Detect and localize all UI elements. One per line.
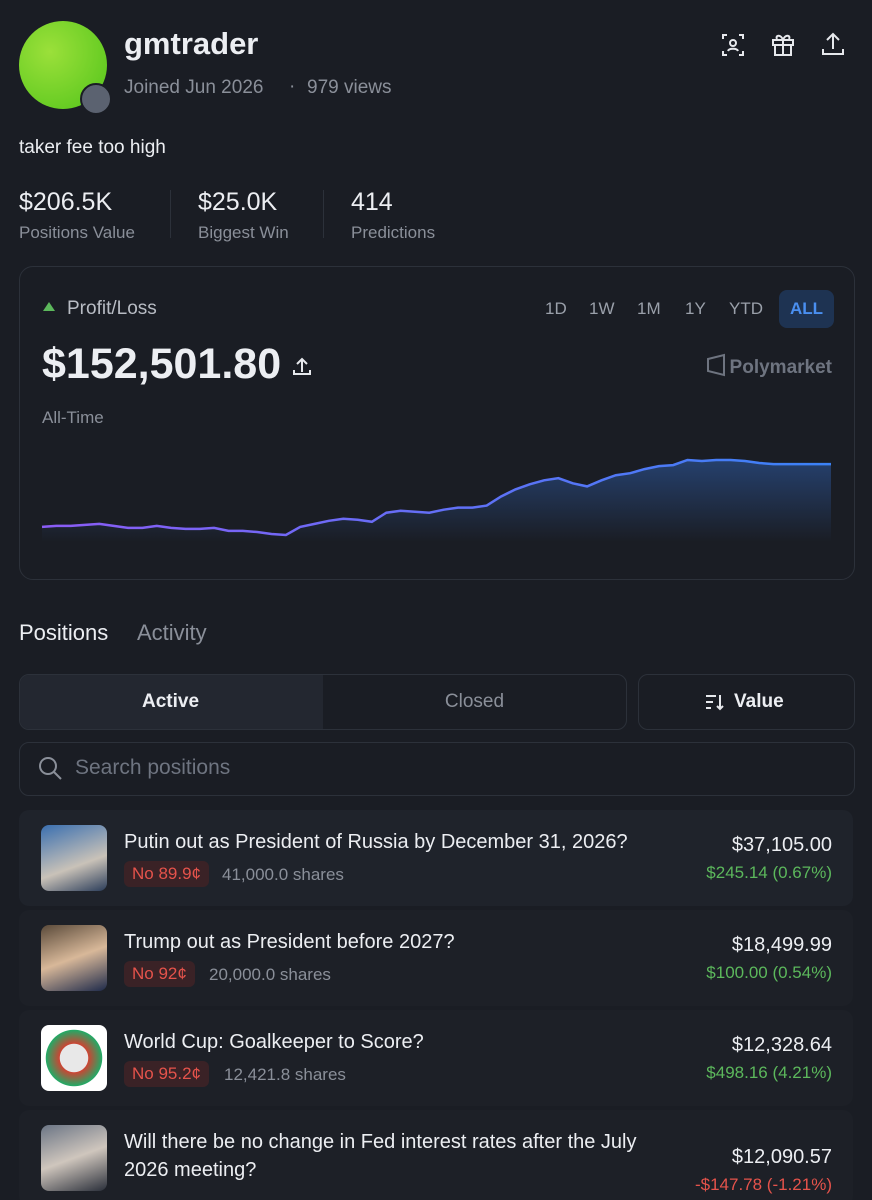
stat-value: $25.0K [198,188,278,216]
pnl-area [42,460,831,542]
share-icon[interactable] [822,32,844,55]
bio: taker fee too high [19,137,166,158]
stat-label: Positions Value [19,223,135,242]
range-button[interactable]: 1M [637,299,661,318]
scan-icon[interactable] [722,34,744,56]
share-small[interactable] [293,357,311,375]
active-bg [20,675,323,729]
outcome-badge: No 89.9¢ [124,861,209,887]
position-pnl: $498.16 (4.21%) [706,1063,832,1082]
market-image [41,1025,107,1091]
pnl-label: Profit/Loss [67,298,157,319]
market-title: Putin out as President of Russia by Dece… [124,831,628,853]
search-box[interactable] [19,742,855,796]
shares: 41,000.0 shares [222,865,344,884]
position-value: $12,328.64 [731,1034,832,1056]
shares: 20,000.0 shares [209,965,331,984]
position-pnl: $100.00 (0.54%) [706,963,832,982]
position-row[interactable] [19,1110,853,1200]
sort-icon [706,695,724,711]
filter-toggle [19,674,627,730]
range-button[interactable]: 1D [545,299,567,318]
market-image [41,1125,107,1191]
position-value: $37,105.00 [731,834,832,856]
tab[interactable]: Activity [137,620,207,645]
range-button[interactable]: ALL [779,290,835,328]
filter[interactable]: Closed [444,691,505,712]
outcome-badge: No 95.2¢ [124,1061,209,1087]
range-button[interactable]: 1Y [685,299,706,318]
header-icons [722,32,844,56]
market-image [41,925,107,991]
market-title: World Cup: Goalkeeper to Score? [124,1031,424,1053]
range-button[interactable]: 1W [589,299,615,318]
sort-label[interactable]: Value [734,691,784,712]
pnl-period: All-Time [42,408,104,427]
pnl-chart [41,302,831,542]
views: 979 views [307,77,392,98]
market-title: Trump out as President before 2027? [124,931,455,953]
market-image [41,825,107,891]
search-placeholder: Search positions [75,756,231,779]
sort-button[interactable] [638,674,855,730]
pnl-amount: $152,501.80 [42,340,282,388]
position-value: $12,090.57 [731,1146,832,1168]
outcome-badge: No 92¢ [124,961,195,987]
gift-icon[interactable] [772,34,794,56]
brand: Polymarket [729,357,832,378]
position-row[interactable] [19,910,853,1006]
shares: 12,421.8 shares [224,1065,346,1084]
brand-logo [707,353,725,377]
search-icon [39,757,62,780]
filter[interactable]: Active [141,691,200,712]
stat-value: 414 [351,188,393,216]
badge [80,83,112,115]
pnl-line [41,458,831,537]
separator: · [289,76,296,97]
position-row[interactable] [19,810,853,906]
tab[interactable]: Positions [19,620,109,645]
stat-value: $206.5K [19,188,113,216]
position-row[interactable] [19,1010,853,1106]
up-arrow [43,302,55,311]
stat-label: Biggest Win [198,223,289,242]
range-button[interactable]: YTD [729,299,763,318]
pnl-card [19,266,855,580]
joined: Joined Jun 2026 [124,77,264,98]
position-value: $18,499.99 [731,934,832,956]
position-pnl: -$147.78 (-1.21%) [694,1175,832,1194]
position-pnl: $245.14 (0.67%) [706,863,832,882]
username: gmtrader [124,26,259,61]
market-title: Will there be no change in Fed interest … [124,1131,637,1181]
divider [323,190,324,238]
stat-label: Predictions [351,223,436,242]
divider [170,190,171,238]
